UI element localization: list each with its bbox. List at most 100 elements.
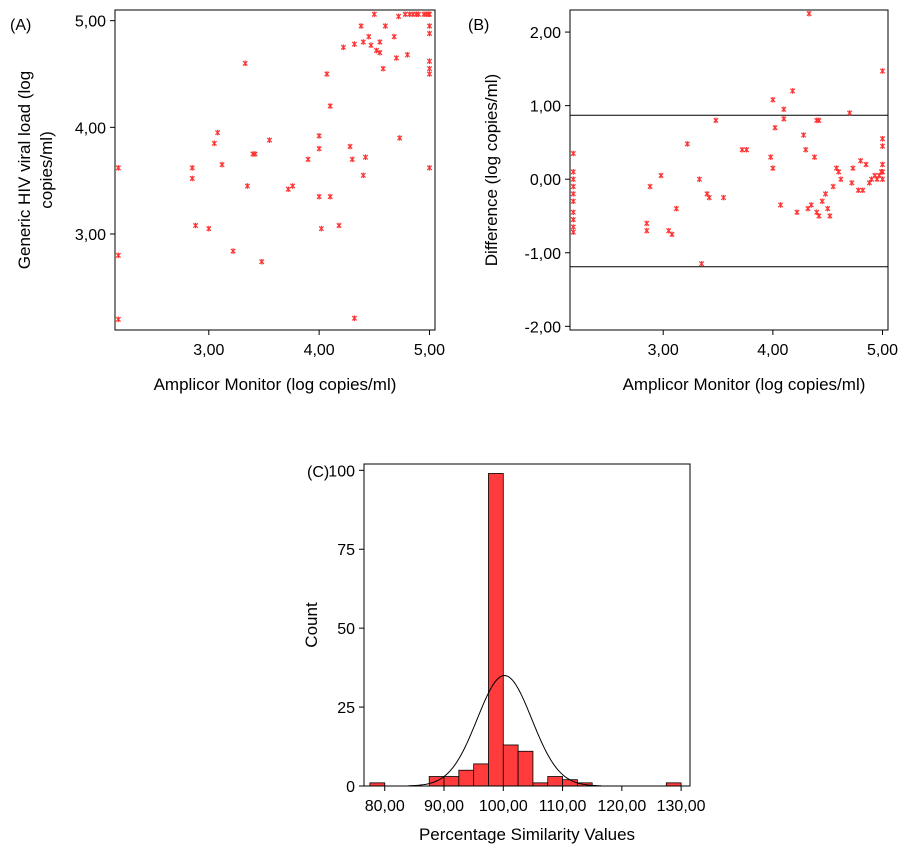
y-tick-label: -1,00 [525,246,562,263]
data-point [860,187,866,194]
panel-a-frame [114,9,436,331]
data-point [879,135,886,142]
data-point [879,143,886,149]
data-point [393,55,400,61]
y-tick-label: 50 [337,621,355,638]
y-tick-label: 0 [346,779,355,796]
data-point [570,183,576,190]
panel-a-points [115,11,433,323]
x-tick-label: 110,00 [539,798,587,815]
data-point [426,71,433,77]
data-point [846,110,853,116]
data-point [863,161,869,168]
x-tick-label: 4,00 [304,342,335,359]
histogram-bar [517,750,534,787]
panel-b-x-ticks: 3,00 4,00 5,00 [648,330,898,359]
data-point [673,205,679,212]
data-point [816,213,822,219]
y-tick-label: 0,00 [530,172,561,189]
data-point [362,154,369,160]
data-point [349,156,355,163]
data-point [713,117,719,124]
data-point [351,315,358,322]
x-tick-label: 130,00 [657,798,706,815]
data-point [327,103,333,109]
data-point [698,260,705,267]
panel-b-y-label: Difference (log copies/ml) [482,74,501,266]
data-point [570,209,576,216]
panel-b-x-label: Amplicor Monitor (log copies/ml) [623,375,866,394]
data-point [836,169,842,175]
data-point [115,316,121,323]
data-point [684,141,690,147]
panel-c-bars [369,473,682,787]
data-point [768,154,774,160]
histogram-bar [443,776,460,787]
panel-b: (B) 3,00 4,00 5,00 2,001,000,00-1,00-2,00 … [468,9,898,394]
panel-a-y-label-line1: Generic HIV viral load (log [15,71,34,269]
data-point [230,248,236,254]
data-point [373,47,380,54]
data-point [244,183,251,189]
data-point [879,169,886,175]
x-tick-label: 5,00 [867,342,898,359]
histogram-bar [458,769,475,787]
data-point [816,117,822,124]
x-tick-label: 80,00 [365,798,405,815]
panel-c-frame [363,463,691,787]
data-point [570,150,576,157]
data-point [658,172,664,179]
panel-a-x-ticks: 3,00 4,00 5,00 [193,330,445,359]
data-point [570,176,576,182]
y-tick-label: 100 [328,463,355,480]
y-tick-label: 5,00 [75,14,106,31]
data-point [720,194,727,201]
data-point [570,224,576,230]
data-point [189,165,195,171]
data-point [259,258,265,265]
data-point [669,231,675,238]
panel-b-points [570,10,886,267]
data-point [305,156,311,163]
y-tick-label: 1,00 [530,99,561,116]
panel-c-x-label: Percentage Similarity Values [419,825,635,844]
data-point [879,68,886,74]
y-tick-label: 3,00 [75,227,106,244]
data-point [426,165,433,171]
data-point [192,222,199,229]
panel-c-label: (C) [307,464,329,481]
data-point [189,175,195,182]
data-point [360,39,366,45]
data-point [789,88,796,94]
x-tick-label: 90,00 [424,798,464,815]
y-tick-label: 4,00 [75,120,106,137]
data-point [739,146,745,153]
data-point [206,225,212,232]
data-point [570,229,576,235]
data-point [426,30,433,37]
data-point [219,161,225,168]
data-point [811,154,818,160]
data-point [570,169,576,175]
data-point [855,187,862,194]
x-tick-label: 3,00 [648,342,679,359]
data-point [800,132,807,138]
data-point [397,135,403,141]
panel-b-label: (B) [468,17,489,34]
data-point [115,165,121,171]
panel-a-label: (A) [10,17,31,34]
data-point [336,222,342,229]
data-point [415,11,422,18]
data-point [351,41,358,47]
data-point [377,49,383,56]
panel-a: (A) 3,00 4,00 5,00 3,00 4,00 5,00 Amplicor M… [10,9,445,394]
panel-b-frame [569,9,889,331]
data-point [115,252,121,259]
histogram-bar [502,744,519,787]
data-point [772,124,778,131]
panel-a-y-label-line2: copies/ml) [37,131,56,208]
data-point [850,165,856,171]
data-point [380,65,386,72]
data-point [426,11,433,18]
data-point [266,137,273,143]
